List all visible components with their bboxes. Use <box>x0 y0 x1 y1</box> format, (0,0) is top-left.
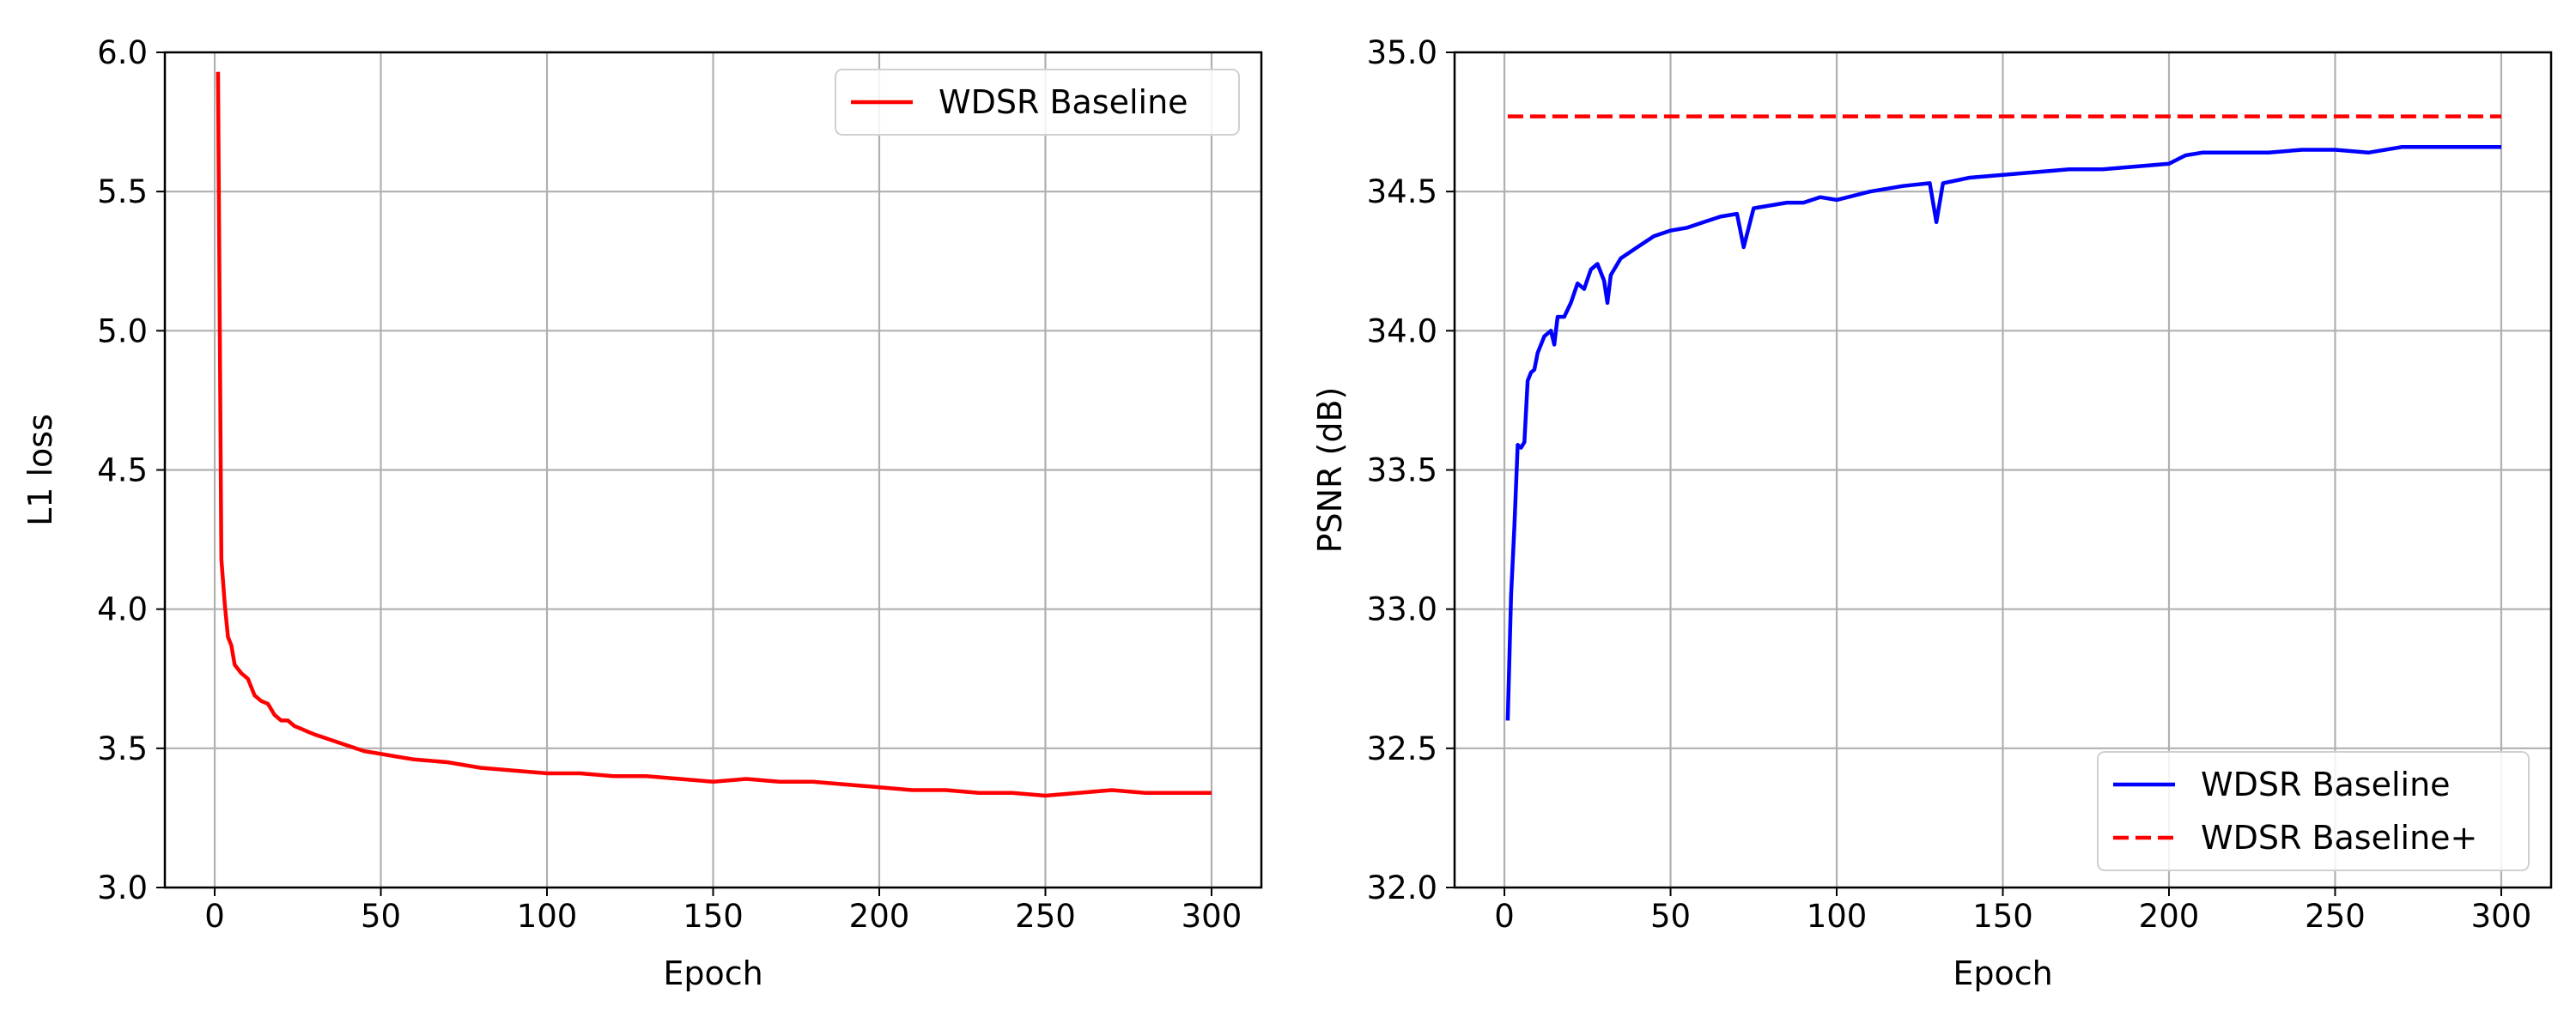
legend-label: WDSR Baseline+ <box>2201 819 2477 857</box>
axes-frame <box>1453 51 2553 889</box>
y-axis-label: PSNR (dB) <box>1311 387 1349 554</box>
x-tick-label: 0 <box>1494 898 1515 935</box>
series-line-0 <box>216 71 1212 798</box>
x-tick-label: 200 <box>2139 898 2200 935</box>
y-tick-label: 33.0 <box>1367 591 1437 628</box>
y-tick-label: 32.5 <box>1367 730 1437 767</box>
legend-box <box>835 69 1240 136</box>
x-tick-label: 250 <box>1015 898 1076 935</box>
x-tick-label: 150 <box>683 898 744 935</box>
x-axis-label: Epoch <box>663 954 762 992</box>
y-tick-label: 6.0 <box>97 34 148 71</box>
loss-chart: 0 50 100 150 200 250 300 3.0 3.5 4.0 4.5 5.0 5.5 6.0 E… <box>21 34 1263 992</box>
y-axis-label: L1 loss <box>21 414 59 526</box>
x-tick-label: 200 <box>849 898 910 935</box>
x-tick-label: 100 <box>1807 898 1868 935</box>
x-tick-label: 0 <box>204 898 225 935</box>
y-tick-label: 34.5 <box>1367 173 1437 210</box>
y-tick-label: 4.5 <box>97 452 148 489</box>
x-tick-label: 100 <box>517 898 578 935</box>
x-tick-label: 150 <box>1972 898 2033 935</box>
legend-label: WDSR Baseline <box>939 83 1188 121</box>
psnr-chart: 0 50 100 150 200 250 300 32.0 32.5 33.0 33.5 34.0 34… <box>1311 34 2553 992</box>
y-tick-label: 32.0 <box>1367 869 1437 906</box>
y-tick-label: 35.0 <box>1367 34 1437 71</box>
x-tick-label: 300 <box>2471 898 2532 935</box>
series-line-0 <box>1505 145 2501 721</box>
x-axis-label: Epoch <box>1953 954 2052 992</box>
legend-box <box>2097 751 2530 871</box>
legend-label: WDSR Baseline <box>2201 766 2451 803</box>
legend: WDSR Baseline WDSR Baseline+ <box>2097 751 2530 871</box>
legend: WDSR Baseline <box>835 69 1240 136</box>
y-tick-label: 3.5 <box>97 730 148 767</box>
x-tick-label: 50 <box>1650 898 1691 935</box>
axes-frame <box>163 51 1263 889</box>
y-tick-label: 4.0 <box>97 591 148 628</box>
y-tick-label: 3.0 <box>97 869 148 906</box>
y-tick-label: 33.5 <box>1367 452 1437 489</box>
x-tick-label: 250 <box>2305 898 2366 935</box>
x-tick-label: 50 <box>361 898 401 935</box>
y-tick-label: 34.0 <box>1367 312 1437 349</box>
y-tick-label: 5.5 <box>97 173 148 210</box>
x-tick-label: 300 <box>1182 898 1242 935</box>
y-tick-label: 5.0 <box>97 312 148 349</box>
